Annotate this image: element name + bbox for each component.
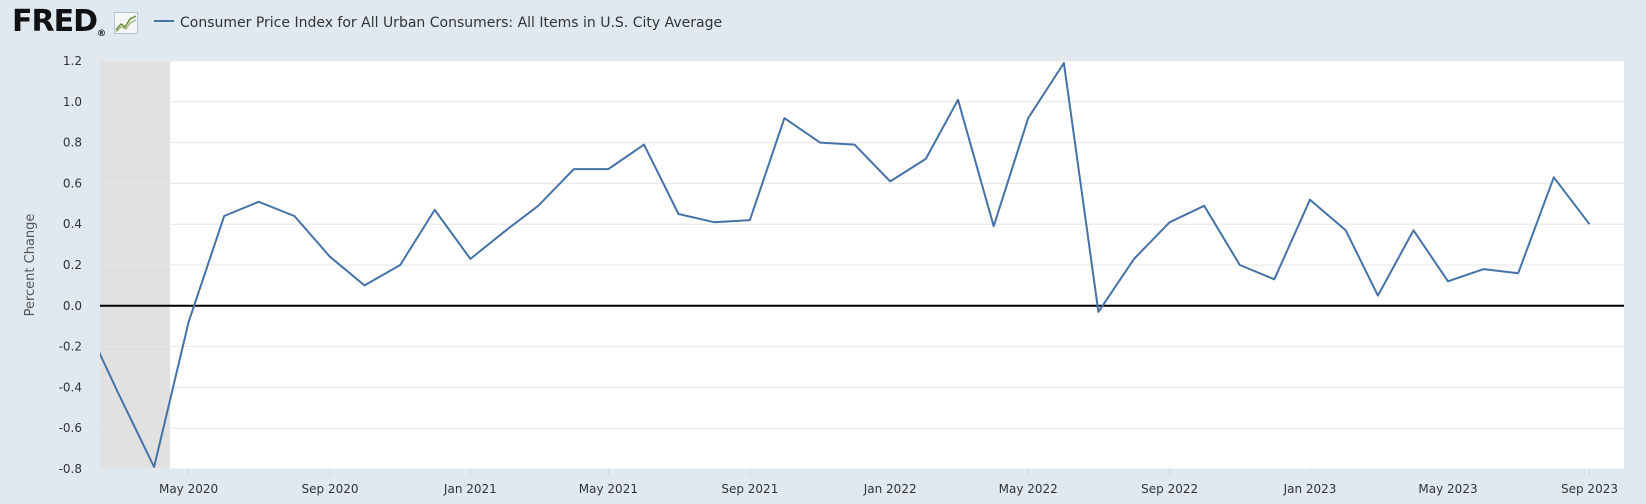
logo-text: FRED <box>12 4 98 39</box>
legend: Consumer Price Index for All Urban Consu… <box>154 15 722 31</box>
x-tick-label: May 2023 <box>1418 482 1477 496</box>
y-tick-label: -0.6 <box>59 421 82 435</box>
chart-header: FRED® Consumer Price Index for All Urban… <box>0 0 1646 50</box>
y-tick-label: 0.4 <box>63 217 82 231</box>
y-tick-label: 1.0 <box>63 95 82 109</box>
x-tick-label: Sep 2021 <box>721 482 778 496</box>
series-line <box>100 62 1591 468</box>
y-tick-label: -0.2 <box>59 340 82 354</box>
y-tick-label: -0.8 <box>59 462 82 476</box>
x-tick-label: Jan 2023 <box>1283 482 1337 496</box>
logo-registered: ® <box>97 29 106 39</box>
line-graph-icon <box>114 12 138 34</box>
legend-swatch <box>154 20 174 22</box>
x-tick-label: Jan 2022 <box>863 482 917 496</box>
x-tick-label: May 2020 <box>159 482 218 496</box>
x-tick-label: Jan 2021 <box>443 482 497 496</box>
y-tick-label: 0.2 <box>63 258 82 272</box>
y-axis-title: Percent Change <box>23 214 38 317</box>
y-tick-label: 0.0 <box>63 299 82 313</box>
x-tick-label: Sep 2023 <box>1561 482 1618 496</box>
fred-logo[interactable]: FRED® <box>12 4 106 39</box>
x-tick-label: May 2022 <box>999 482 1058 496</box>
x-tick-label: May 2021 <box>579 482 638 496</box>
legend-series-title: Consumer Price Index for All Urban Consu… <box>180 15 723 31</box>
y-tick-label: 0.6 <box>63 176 82 190</box>
x-tick-label: Sep 2020 <box>302 482 359 496</box>
y-tick-label: 1.2 <box>63 54 82 68</box>
x-tick-label: Sep 2022 <box>1141 482 1198 496</box>
y-tick-label: 0.8 <box>63 136 82 150</box>
y-tick-label: -0.4 <box>59 380 82 394</box>
